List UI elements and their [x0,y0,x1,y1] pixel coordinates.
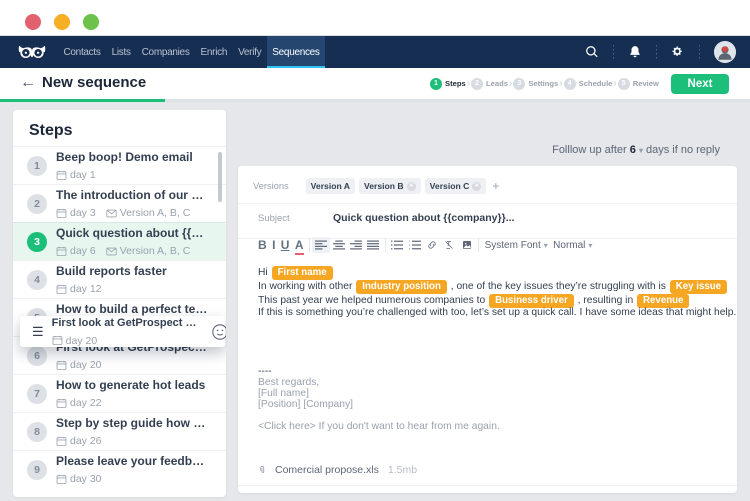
svg-text:2: 2 [409,245,410,247]
svg-text:1: 1 [409,241,411,243]
svg-text:3: 3 [409,249,410,251]
